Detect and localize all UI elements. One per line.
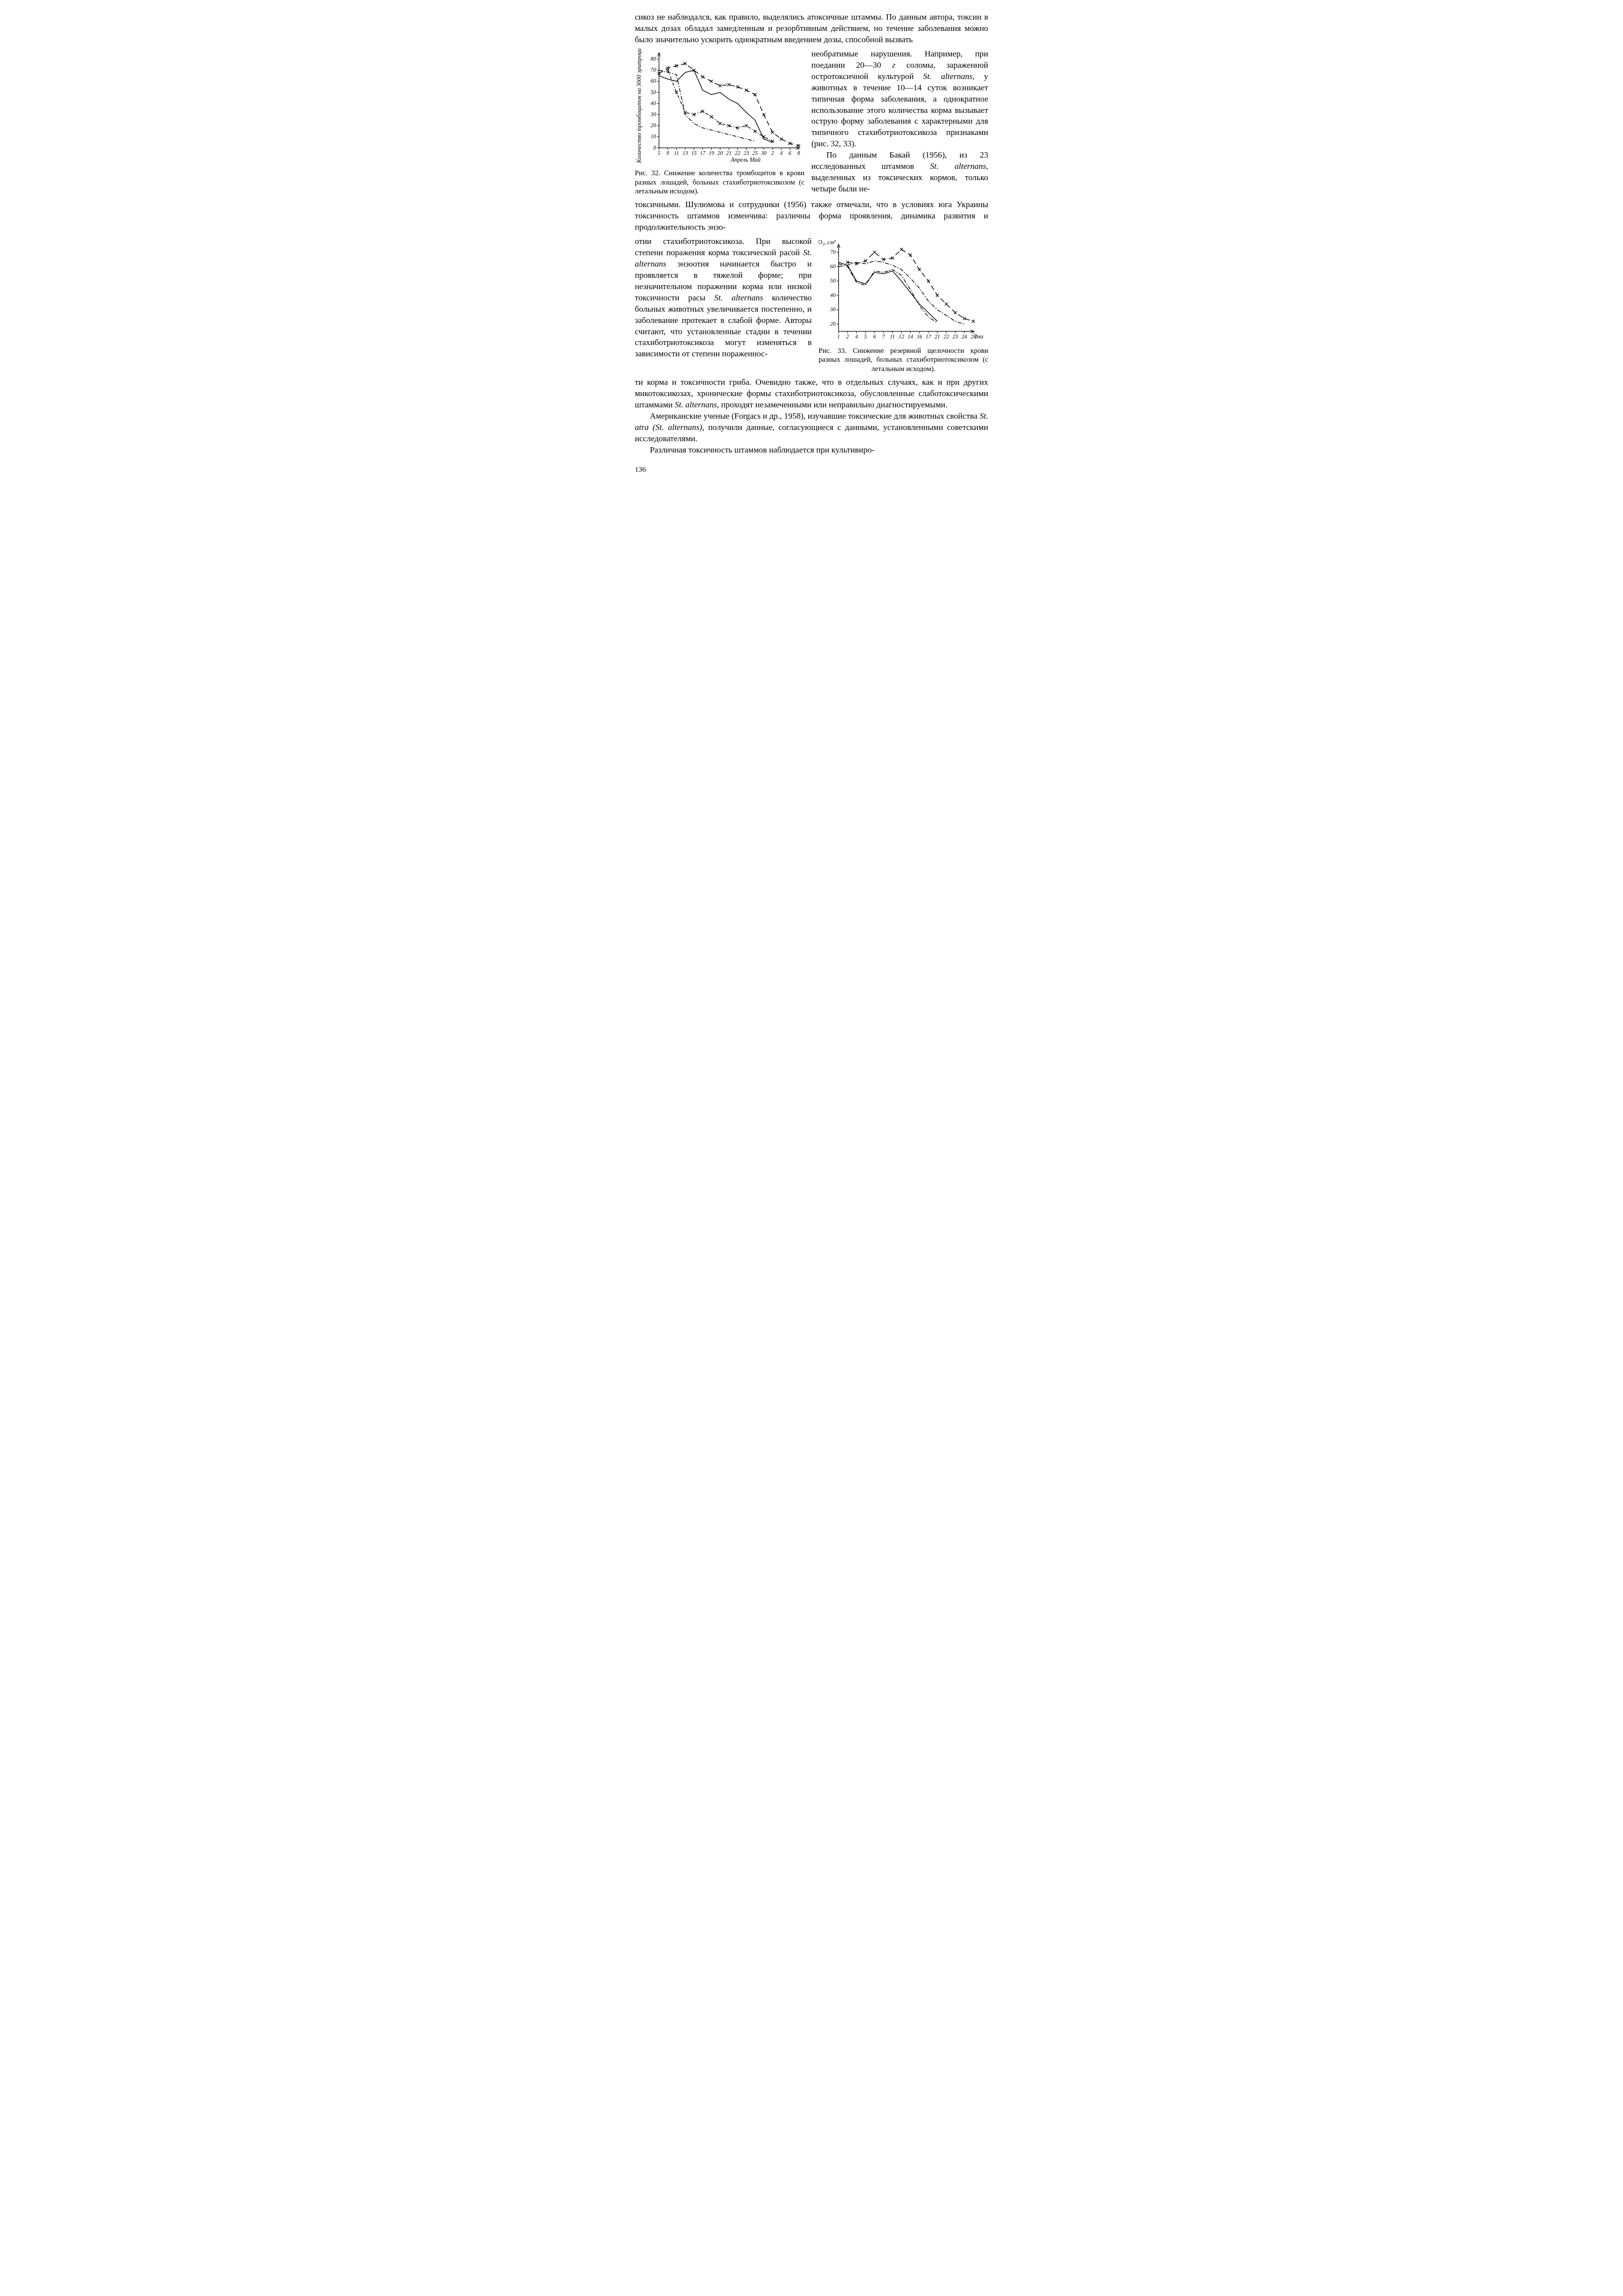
figure-33-caption: Рис. 33. Снижение резервной щелочности к… <box>819 347 988 374</box>
svg-text:70: 70 <box>650 67 656 73</box>
figure-32-block: 0102030405060708059111315171920212223253… <box>635 49 988 196</box>
svg-text:50: 50 <box>650 89 656 95</box>
svg-text:30: 30 <box>760 150 767 156</box>
svg-text:9: 9 <box>666 150 669 156</box>
svg-text:дни: дни <box>974 333 983 340</box>
svg-text:16: 16 <box>917 334 923 340</box>
svg-text:25: 25 <box>752 150 758 156</box>
body-text: Американские ученые (Forgacs и др., 1958… <box>635 411 988 445</box>
svg-text:Апрель Май: Апрель Май <box>730 157 760 163</box>
body-text: сикоз не наблюдался, как правило, выделя… <box>635 12 988 46</box>
page-number: 136 <box>635 465 988 475</box>
svg-text:40: 40 <box>830 293 836 298</box>
figure-32-side-text: необратимые нарушения. Например, при пое… <box>811 49 988 195</box>
svg-text:70: 70 <box>830 249 836 255</box>
body-text: Различная токсичность штаммов наблюдаетс… <box>635 445 988 456</box>
svg-text:21: 21 <box>726 150 731 156</box>
svg-text:30: 30 <box>829 307 836 313</box>
svg-text:4: 4 <box>855 334 858 340</box>
svg-text:20: 20 <box>650 123 656 129</box>
body-text: токсичными. Шулюмова и сотрудники (1956)… <box>635 199 988 233</box>
svg-text:11: 11 <box>674 150 679 156</box>
svg-text:24: 24 <box>961 334 967 340</box>
body-text: ти корма и токсичности гриба. Очевидно т… <box>635 377 988 411</box>
svg-text:6: 6 <box>873 334 876 340</box>
svg-text:17: 17 <box>926 334 931 340</box>
svg-text:14: 14 <box>907 334 913 340</box>
figure-33-side-text: отии стахиботриотоксикоза. При высокой с… <box>635 236 812 360</box>
svg-text:15: 15 <box>691 150 697 156</box>
svg-text:11: 11 <box>890 334 895 340</box>
svg-text:60: 60 <box>830 264 836 269</box>
svg-text:40: 40 <box>650 101 656 107</box>
svg-text:6: 6 <box>788 150 791 156</box>
figure-32-caption: Рис. 32. Снижение количества тромбоцитов… <box>635 169 805 197</box>
svg-text:10: 10 <box>650 134 656 140</box>
svg-text:5: 5 <box>657 150 660 156</box>
svg-text:0: 0 <box>653 145 656 151</box>
svg-text:2: 2 <box>846 334 849 340</box>
svg-text:50: 50 <box>830 278 836 284</box>
svg-text:20: 20 <box>830 321 836 327</box>
svg-text:23: 23 <box>953 334 958 340</box>
svg-text:20: 20 <box>717 150 723 156</box>
svg-text:4: 4 <box>780 150 783 156</box>
svg-text:17: 17 <box>700 150 706 156</box>
svg-text:8: 8 <box>797 150 800 156</box>
svg-text:23: 23 <box>744 150 749 156</box>
svg-text:1: 1 <box>837 334 840 340</box>
svg-text:2: 2 <box>771 150 774 156</box>
figure-33-block: 20304050607012456711121416172122232425CO… <box>635 236 988 374</box>
svg-text:Количество тромбоцитов на 3000: Количество тромбоцитов на 3000 эритроцит… <box>636 49 642 163</box>
figure-32-panel: 0102030405060708059111315171920212223253… <box>635 49 805 196</box>
svg-text:7: 7 <box>882 334 885 340</box>
svg-text:13: 13 <box>682 150 688 156</box>
svg-text:60: 60 <box>650 79 656 84</box>
svg-text:22: 22 <box>735 150 741 156</box>
svg-text:21: 21 <box>934 334 940 340</box>
svg-text:19: 19 <box>708 150 714 156</box>
svg-text:5: 5 <box>864 334 867 340</box>
svg-text:12: 12 <box>899 334 905 340</box>
svg-text:CO₂, см³: CO₂, см³ <box>819 239 836 245</box>
svg-text:22: 22 <box>944 334 950 340</box>
figure-33-chart: 20304050607012456711121416172122232425CO… <box>819 236 988 344</box>
figure-32-chart: 0102030405060708059111315171920212223253… <box>635 49 805 166</box>
svg-text:30: 30 <box>650 111 656 117</box>
svg-text:80: 80 <box>650 56 656 62</box>
figure-33-panel: 20304050607012456711121416172122232425CO… <box>819 236 988 374</box>
